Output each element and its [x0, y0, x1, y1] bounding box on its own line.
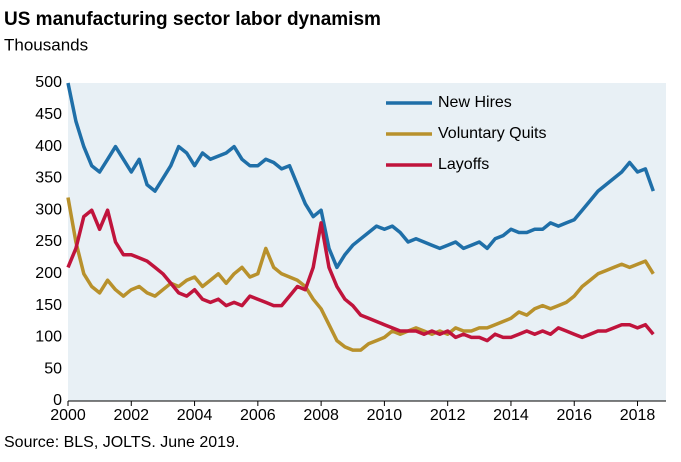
- x-tick-label: 2004: [177, 407, 213, 424]
- series-line: [66, 197, 655, 352]
- y-tick-label: 200: [35, 265, 62, 282]
- chart-subtitle: Thousands: [4, 35, 88, 54]
- y-tick-label: 0: [53, 392, 62, 409]
- y-tick-label: 50: [44, 360, 62, 377]
- legend-label: New Hires: [438, 94, 512, 111]
- chart-title: US manufacturing sector labor dynamism: [4, 9, 381, 30]
- y-tick-label: 400: [35, 138, 62, 155]
- y-tick-label: 500: [35, 74, 62, 91]
- x-tick-label: 2016: [556, 407, 592, 424]
- x-tick-label: 2000: [50, 407, 86, 424]
- x-tick-label: 2006: [240, 407, 276, 424]
- y-tick-label: 150: [35, 297, 62, 314]
- x-tick-label: 2014: [493, 407, 529, 424]
- y-tick-label: 100: [35, 329, 62, 346]
- x-tick-label: 2018: [620, 407, 656, 424]
- x-tick-label: 2002: [113, 407, 149, 424]
- plot-area: [68, 83, 666, 401]
- legend-label: Layoffs: [438, 156, 489, 173]
- series-line: [66, 82, 655, 270]
- y-tick-label: 250: [35, 233, 62, 250]
- source: Source: BLS, JOLTS. June 2019.: [4, 434, 239, 451]
- y-tick-label: 350: [35, 170, 62, 187]
- x-tick-label: 2008: [303, 407, 339, 424]
- y-tick-label: 300: [35, 201, 62, 218]
- series-line: [66, 208, 655, 343]
- x-tick-label: 2010: [367, 407, 403, 424]
- y-tick-label: 450: [35, 106, 62, 123]
- legend-label: Voluntary Quits: [438, 125, 547, 142]
- x-tick-label: 2012: [430, 407, 466, 424]
